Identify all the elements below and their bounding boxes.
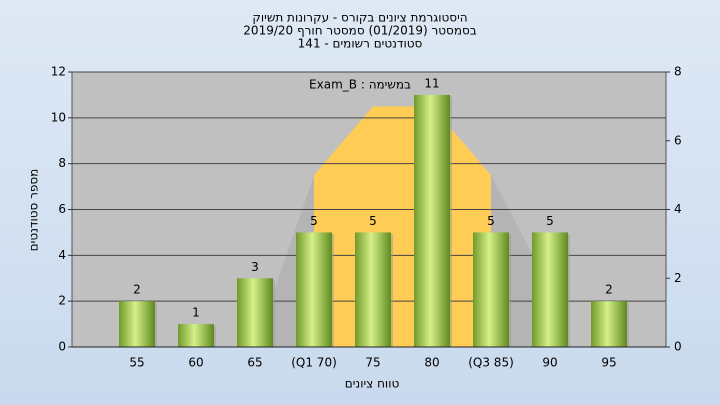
annotation: במשימה : Exam_B	[309, 78, 411, 92]
y-tick-label: 2	[58, 294, 66, 308]
y2-tick-label: 6	[674, 133, 682, 147]
y-tick-label: 12	[51, 65, 66, 79]
data-label: 2	[133, 283, 141, 297]
y2-tick-label: 0	[674, 340, 682, 354]
x-tick-label: 90	[542, 356, 557, 370]
y-tick-label: 10	[51, 110, 66, 124]
title-line: היסטוגרמת ציונים בקורס - עקרונות תשיוק	[252, 11, 467, 25]
bar	[414, 94, 450, 348]
data-label: 3	[251, 260, 259, 274]
title-line: בסמסטר (01/2019) סמסטר חורף 2019/20	[243, 24, 476, 38]
bar	[355, 232, 391, 347]
x-tick-label: 75	[365, 356, 380, 370]
bar	[119, 301, 155, 347]
data-label: 5	[369, 214, 377, 228]
x-tick-label: 55	[129, 356, 144, 370]
bar	[532, 232, 568, 347]
data-label: 5	[310, 214, 318, 228]
data-label: 5	[487, 214, 495, 228]
bar	[473, 232, 509, 347]
x-tick-label: 65	[247, 356, 262, 370]
y2-tick-label: 2	[674, 271, 682, 285]
y2-tick-label: 8	[674, 65, 682, 79]
y-tick-label: 6	[58, 202, 66, 216]
bar	[296, 232, 332, 347]
bar	[591, 301, 627, 347]
data-label: 11	[424, 76, 439, 90]
y-axis-label: מספר סטודנטים	[27, 169, 41, 252]
x-tick-label: (Q1 70)	[291, 356, 337, 370]
data-label: 1	[192, 306, 200, 320]
x-tick-label: 95	[601, 356, 616, 370]
y-tick-label: 8	[58, 156, 66, 170]
data-label: 2	[605, 283, 613, 297]
bar	[178, 324, 214, 347]
data-label: 5	[546, 214, 554, 228]
y-tick-label: 4	[58, 248, 66, 262]
y2-tick-label: 4	[674, 202, 682, 216]
y-tick-label: 0	[58, 340, 66, 354]
x-tick-label: 80	[424, 356, 439, 370]
x-axis-label: טווח ציונים	[345, 377, 400, 391]
x-tick-label: (Q3 85)	[468, 356, 514, 370]
bar	[237, 278, 273, 347]
title-line: סטודנטים רשומים - 141	[298, 37, 423, 51]
x-tick-label: 60	[188, 356, 203, 370]
